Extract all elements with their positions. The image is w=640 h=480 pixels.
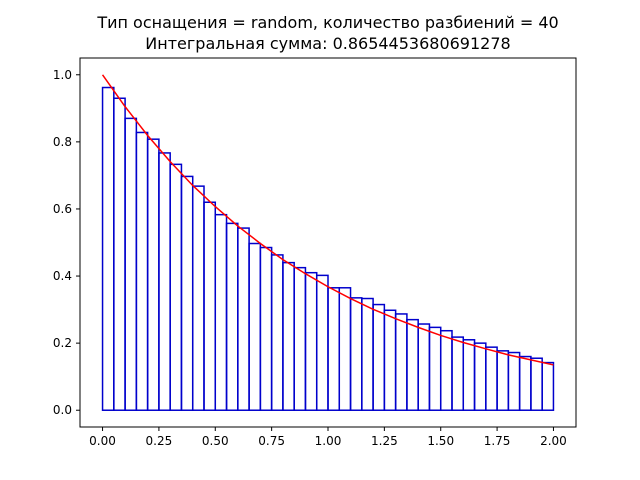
y-tick-label: 0.2 [53,336,72,350]
y-tick-label: 0.8 [53,135,72,149]
x-tick-label: 1.00 [315,434,342,448]
x-tick-label: 1.75 [484,434,511,448]
y-tick-label: 0.6 [53,202,72,216]
x-tick-label: 0.25 [146,434,173,448]
x-tick-label: 2.00 [540,434,567,448]
x-tick-label: 0.00 [89,434,116,448]
x-axis-ticks: 0.00 0.25 0.50 0.75 1.00 1.25 1.50 1.75 2.00 [89,427,567,448]
curve-group [101,74,554,366]
chart-title-line-2: Интегральная сумма: 0.8654453680691278 [145,34,510,53]
y-tick-label: 1.0 [53,68,72,82]
histogram-bar [541,361,555,411]
x-tick-label: 1.50 [427,434,454,448]
y-axis-ticks: 0.0 0.2 0.4 0.6 0.8 1.0 [53,68,80,417]
chart-title-line-1: Тип оснащения = random, количество разби… [96,13,558,32]
function-curve [101,74,554,366]
y-tick-label: 0.4 [53,269,72,283]
y-tick-label: 0.0 [53,403,72,417]
bars-group [101,86,555,411]
x-tick-label: 1.25 [371,434,398,448]
x-tick-label: 0.50 [202,434,229,448]
x-tick-label: 0.75 [258,434,285,448]
